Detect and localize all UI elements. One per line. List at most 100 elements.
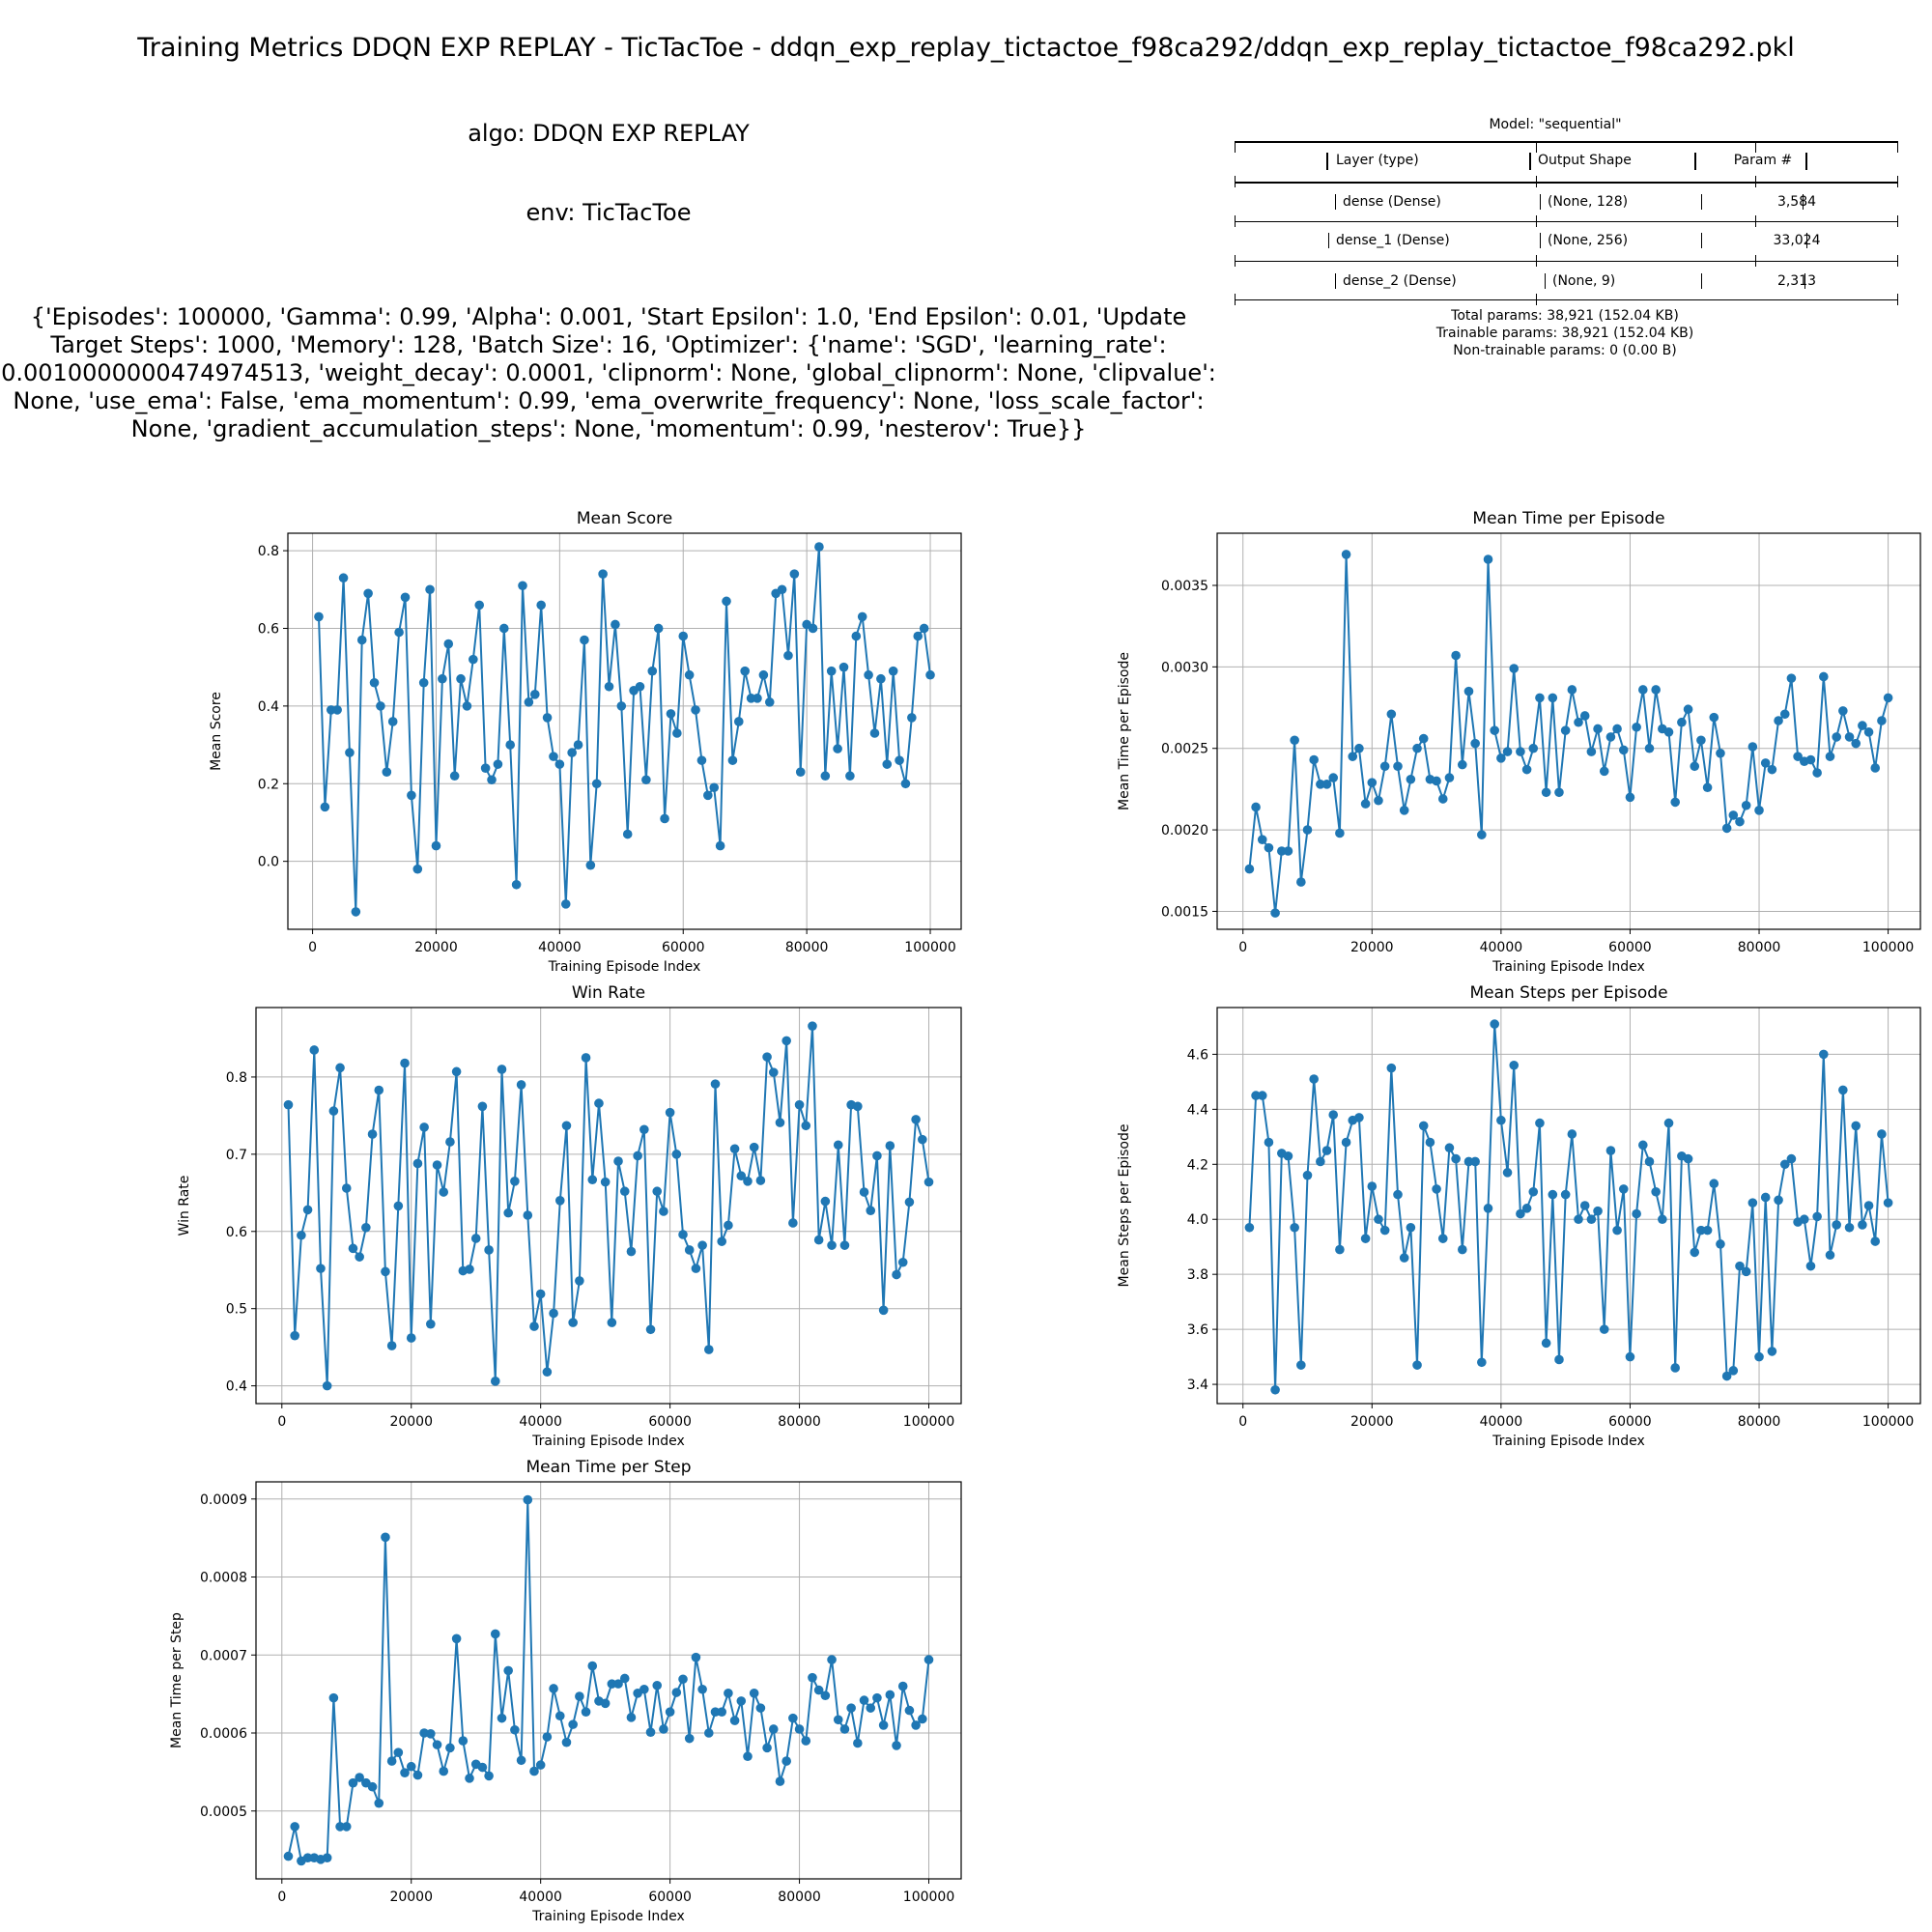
data-point <box>1270 1384 1280 1395</box>
data-point <box>892 1269 901 1280</box>
data-point <box>911 1720 921 1730</box>
data-point <box>1663 727 1674 737</box>
data-point <box>1367 1181 1378 1191</box>
data-point <box>888 666 898 676</box>
table-border-top <box>1235 141 1897 143</box>
data-point <box>355 1252 364 1262</box>
column-header-layer: Layer (type) <box>1336 153 1419 168</box>
data-point <box>290 1822 299 1832</box>
data-point <box>587 1661 598 1671</box>
y-tick-label: 0.0 <box>258 855 279 870</box>
data-point <box>853 1101 863 1112</box>
data-point <box>845 771 855 781</box>
data-point <box>710 1079 721 1089</box>
data-point <box>1702 1225 1713 1236</box>
table-tick <box>1755 141 1756 153</box>
x-tick-label: 0 <box>308 940 317 955</box>
data-point <box>367 1781 378 1792</box>
data-point <box>1754 806 1764 815</box>
plot-frame <box>1216 532 1921 930</box>
data-point <box>1812 768 1822 778</box>
x-tick-label: 80000 <box>778 1414 821 1430</box>
data-point <box>335 1822 345 1832</box>
table-row-rule <box>1235 261 1897 262</box>
table-tick <box>1536 255 1537 267</box>
data-point <box>1721 1371 1732 1381</box>
data-point <box>684 1733 695 1744</box>
non-trainable-params: Non-trainable params: 0 (0.00 B) <box>1453 343 1677 358</box>
data-point <box>322 1853 332 1862</box>
x-tick-label: 40000 <box>1480 1414 1523 1430</box>
data-point <box>1528 1186 1539 1197</box>
data-point <box>827 1655 837 1664</box>
data-point <box>573 740 583 750</box>
data-point <box>529 690 540 699</box>
table-tick <box>1897 294 1898 305</box>
x-tick-label: 20000 <box>389 1414 433 1430</box>
series-line <box>287 1025 930 1387</box>
x-tick-label: 60000 <box>662 940 705 955</box>
data-point <box>808 1021 817 1031</box>
x-tick-label: 60000 <box>1608 1414 1652 1430</box>
data-point <box>808 623 818 634</box>
data-point <box>897 1681 908 1691</box>
data-point <box>1541 787 1551 798</box>
y-tick-label: 0.2 <box>258 777 279 792</box>
data-point <box>919 623 929 634</box>
x-tick-label: 40000 <box>519 1889 562 1905</box>
x-axis-label: Training Episode Index <box>531 1909 685 1924</box>
data-point <box>341 1183 352 1193</box>
data-point <box>1832 732 1841 742</box>
data-point <box>1463 686 1474 696</box>
table-tick <box>1540 194 1541 210</box>
data-point <box>859 1187 869 1197</box>
data-point <box>499 623 509 634</box>
data-point <box>1741 800 1751 810</box>
data-point <box>1483 1204 1493 1213</box>
data-point <box>1528 743 1539 753</box>
data-point <box>736 1696 747 1706</box>
data-point <box>820 1690 831 1701</box>
data-point <box>703 790 713 801</box>
data-point <box>542 1732 553 1742</box>
data-point <box>1670 1363 1681 1373</box>
data-point <box>1244 864 1255 874</box>
data-point <box>462 701 472 711</box>
data-point <box>480 763 491 773</box>
data-point <box>653 623 664 634</box>
table-tick <box>1805 153 1807 170</box>
data-point <box>1877 716 1887 725</box>
data-point <box>1632 722 1641 732</box>
data-point <box>1599 1324 1609 1334</box>
data-point <box>652 1186 663 1197</box>
data-point <box>290 1330 299 1341</box>
data-point <box>341 1822 352 1832</box>
data-point <box>1851 1121 1861 1131</box>
data-point <box>727 755 738 765</box>
data-point <box>524 697 534 707</box>
data-point <box>872 1151 882 1161</box>
data-point <box>1774 1195 1783 1206</box>
data-point <box>302 1853 313 1862</box>
data-point <box>1477 830 1487 839</box>
data-point <box>1696 735 1706 746</box>
data-point <box>709 782 720 793</box>
data-point <box>1393 761 1403 772</box>
table-tick <box>1897 255 1898 267</box>
data-point <box>1735 1261 1745 1271</box>
data-point <box>1567 685 1577 695</box>
data-point <box>895 755 904 765</box>
data-point <box>923 1655 934 1664</box>
data-point <box>1386 709 1397 720</box>
data-point <box>795 767 806 778</box>
data-point <box>406 1333 416 1343</box>
data-point <box>808 1672 817 1683</box>
data-point <box>838 662 849 672</box>
data-point <box>332 705 342 715</box>
table-tick <box>1540 233 1541 248</box>
data-point <box>361 1222 371 1233</box>
data-point <box>529 1766 539 1776</box>
data-point <box>1341 550 1351 559</box>
y-tick-label: 4.4 <box>1187 1102 1208 1118</box>
data-point <box>1257 1091 1267 1100</box>
